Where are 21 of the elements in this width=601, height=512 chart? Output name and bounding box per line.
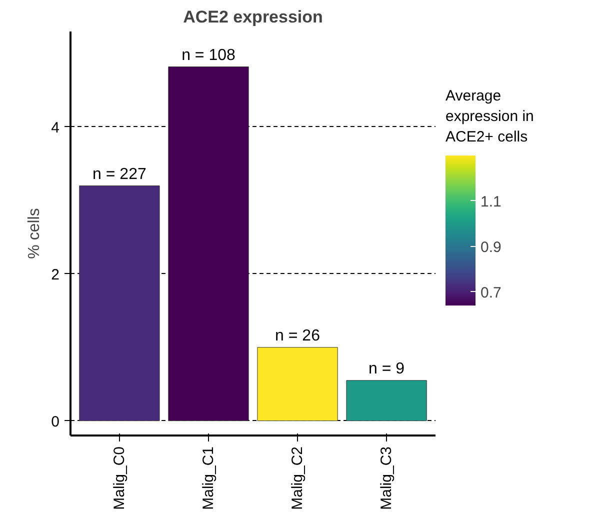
x-tick-label: Malig_C3 [378, 446, 396, 510]
chart-title: ACE2 expression [183, 8, 323, 26]
color-bar-label: 0.7 [480, 284, 502, 302]
annotation: n = 108 [182, 46, 236, 64]
x-tick-label: Malig_C2 [289, 446, 306, 510]
annotation: n = 227 [92, 166, 146, 183]
color-bar-label: 1.1 [480, 193, 502, 210]
bar [79, 186, 160, 422]
bar [168, 66, 249, 422]
x-tick-label: Malig_C0 [110, 446, 128, 510]
color-bar-label: 0.9 [480, 238, 502, 256]
bar [346, 380, 427, 422]
annotation: n = 9 [368, 360, 405, 378]
color-bar-title: Average expression in ACE2+ cells [446, 88, 534, 146]
x-tick-label: Malig_C1 [200, 446, 217, 510]
y-tick-label: 0 [51, 413, 60, 430]
annotation: n = 26 [275, 327, 320, 344]
y-axis-title: % cells [26, 208, 44, 259]
y-tick-label: 2 [51, 266, 60, 284]
y-tick-label: 4 [51, 119, 60, 136]
bar [257, 347, 338, 422]
